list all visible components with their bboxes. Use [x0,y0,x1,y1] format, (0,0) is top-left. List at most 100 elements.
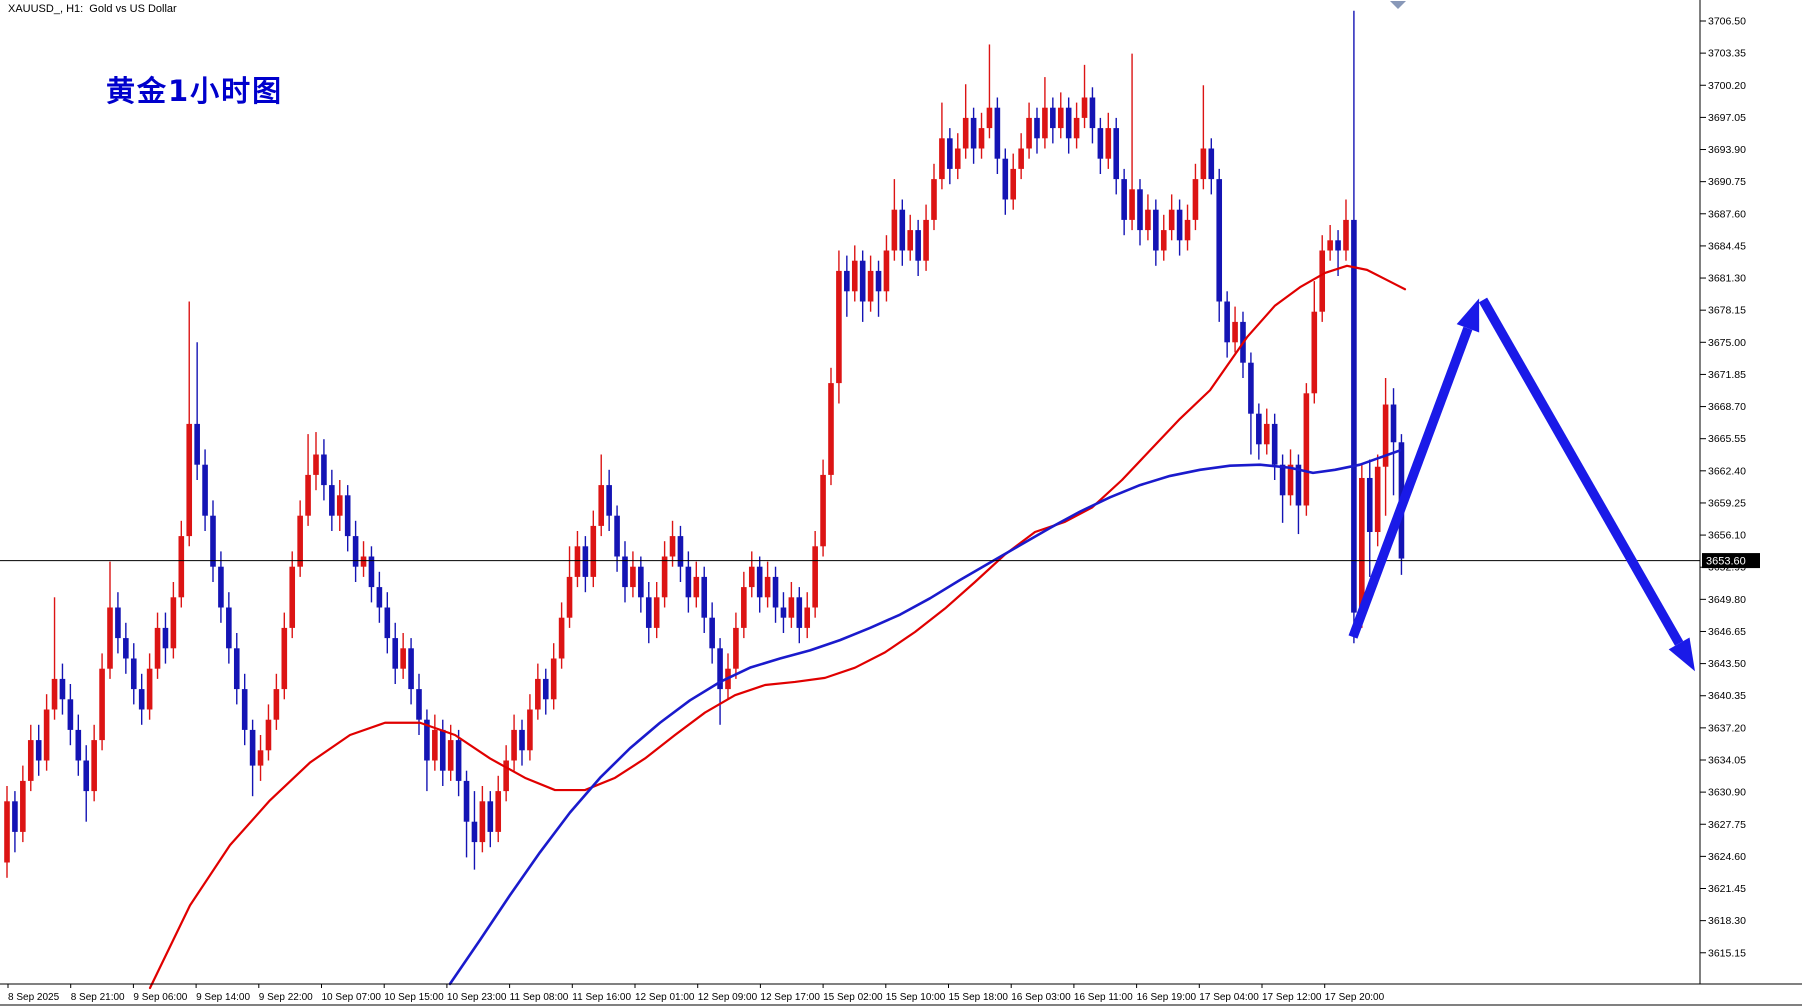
time-axis-label: 16 Sep 19:00 [1137,992,1197,1003]
ma-blue-line[interactable] [448,449,1402,986]
time-axis-label: 17 Sep 12:00 [1262,992,1322,1003]
candle-body [400,648,406,669]
candle-body [1351,219,1357,613]
price-axis-label: 3637.20 [1708,722,1746,734]
time-axis-label: 10 Sep 07:00 [322,992,382,1003]
candle-body [1224,301,1230,343]
time-axis-label: 15 Sep 02:00 [823,992,883,1003]
candle-body [1097,128,1104,159]
candle-body [907,230,914,251]
candle-body [432,729,438,761]
candle-body [1050,107,1056,129]
candle-body [1366,477,1373,533]
symbol-title: XAUUSD_, H1: Gold vs US Dollar [8,3,177,15]
price-axis-label: 3659.25 [1708,497,1746,509]
candle-body [241,689,248,730]
candle-body [1073,117,1080,139]
candle-body [170,597,177,649]
candle-body [75,729,82,761]
time-axis-label: 16 Sep 03:00 [1011,992,1071,1003]
candle-body [1057,107,1064,129]
candle-body [978,128,985,149]
forecast-arrow-down[interactable] [1478,297,1684,646]
candle-body [804,607,811,628]
candle-body [867,270,874,302]
candle-body [859,260,866,302]
candle-body [994,107,1001,159]
candle-body [1295,464,1302,506]
candle-body [4,801,10,863]
ma-red-line[interactable] [148,264,1407,990]
price-axis-label: 3662.40 [1708,465,1746,477]
candle-body [899,209,906,251]
candle-body [1208,148,1215,180]
forecast-arrow-head-down[interactable] [1668,637,1695,672]
candle-body [511,729,517,761]
candle-body [780,607,787,618]
candle-body [519,729,525,751]
price-axis-label: 3668.70 [1708,401,1746,413]
candle-body [1263,423,1270,445]
time-axis-label: 11 Sep 16:00 [572,992,631,1003]
time-axis-label: 10 Sep 23:00 [447,992,507,1003]
candle-body [1279,464,1286,496]
price-axis-label: 3690.75 [1708,176,1746,188]
candle-body [986,107,993,129]
candle-body [336,495,343,516]
candle-body [1042,107,1048,139]
candle-body [1311,311,1318,394]
time-axis-label: 9 Sep 06:00 [133,992,187,1003]
chart-shift-marker-icon[interactable] [1390,1,1406,9]
time-axis-label: 8 Sep 2025 [8,992,60,1003]
candle-body [1018,148,1024,169]
candle-body [329,485,335,516]
candle-body [392,638,399,669]
chart-title-annotation: 黄金1小时图 [106,74,284,108]
time-axis-label: 8 Sep 21:00 [71,992,125,1003]
price-axis-label: 3624.60 [1708,851,1746,863]
candle-body [384,607,391,639]
candle-body [891,209,898,251]
candle-body [115,607,121,639]
candle-body [289,566,296,628]
candle-body [313,454,319,475]
candle-body [162,627,169,649]
time-axis-label: 10 Sep 15:00 [384,992,444,1003]
price-axis-label: 3627.75 [1708,819,1746,831]
candle-body [622,556,628,588]
candle-body [1319,250,1326,312]
forecast-arrow-up[interactable] [1348,326,1473,639]
time-axis-label: 17 Sep 04:00 [1199,992,1259,1003]
candle-body [1010,168,1017,200]
candle-body [741,587,747,628]
candle-body [107,607,113,669]
candle-body [693,576,700,598]
candle-body [352,536,359,567]
candle-body [1390,404,1397,443]
candle-body [788,597,795,618]
price-axis-label: 3706.50 [1708,16,1746,28]
candle-body [321,454,327,486]
forecast-arrow-head-up[interactable] [1456,298,1480,333]
candle-body [1034,117,1040,139]
candle-body [1335,240,1341,251]
current-price-badge [1702,553,1760,569]
candle-body [1145,209,1151,231]
current-price-value: 3653.60 [1706,556,1746,568]
candle-body [503,760,509,792]
price-axis-label: 3615.15 [1708,947,1746,959]
candle-body [582,546,589,577]
candle-body [1026,117,1032,149]
candle-body [1232,321,1238,343]
candle-body [875,270,882,292]
candle-body [685,566,692,598]
price-axis-label: 3687.60 [1708,208,1746,220]
candle-body [1002,158,1009,200]
time-axis-label: 17 Sep 20:00 [1325,992,1385,1003]
candle-body [12,801,18,832]
candle-body [1184,219,1191,241]
candle-body [83,760,90,792]
candle-body [487,801,494,832]
price-axis-label: 3630.90 [1708,787,1746,799]
